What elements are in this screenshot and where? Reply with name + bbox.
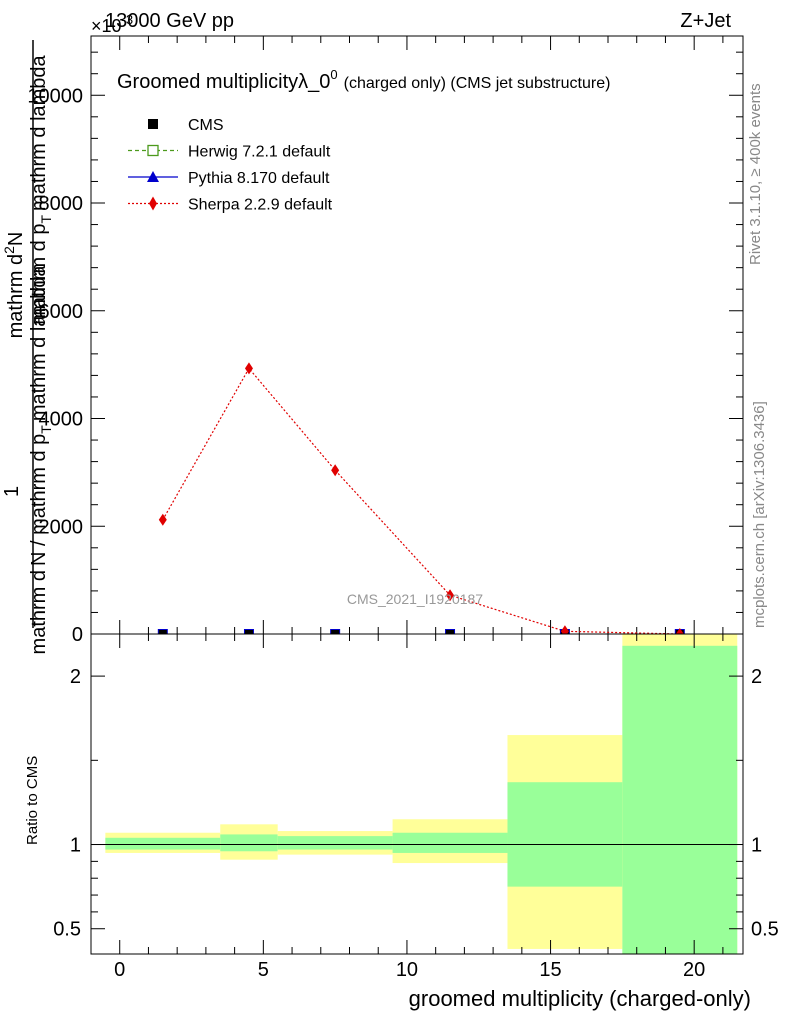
x-tick-label: 0 (114, 959, 125, 981)
cms-marker (331, 630, 340, 634)
sherpa-marker (675, 628, 684, 634)
cms-marker (244, 630, 253, 634)
legend-label: Pythia 8.170 default (188, 170, 330, 187)
legend-label: CMS (188, 117, 224, 134)
sherpa-marker (560, 625, 569, 634)
ratio-y-tick-label-right: 2 (751, 666, 762, 688)
ratio-band-green (392, 832, 508, 853)
main-y-axis-label: 1 mathrm d2N mathrm d pTmathrm d lambda … (1, 40, 54, 654)
y-tick-label: 8000 (39, 193, 84, 215)
y-label-denominator: mathrm dN / mathrm d pTmathrm d lambda (28, 265, 54, 655)
ratio-y-tick-label: 2 (70, 666, 81, 688)
mcplots-label: mcplots.cern.ch [arXiv:1306.3436] (751, 401, 768, 628)
y-label-numerator: mathrm d2N (1, 232, 27, 339)
header-collision: 13000 GeV pp (105, 10, 234, 32)
cms-marker (158, 630, 167, 634)
cms-marker (446, 630, 455, 634)
legend-label: Sherpa 2.2.9 default (188, 197, 333, 214)
sherpa-marker (331, 464, 340, 477)
y-tick-label: 0 (72, 624, 83, 646)
main-data (157, 362, 685, 634)
y-tick-label: 4000 (39, 409, 84, 431)
sherpa-marker (244, 362, 253, 375)
sherpa-marker (446, 589, 455, 602)
main-panel: 0 2000 4000 6000 8000 10000 Groomed multiplic… (1, 35, 744, 654)
ratio-panel: 0.5 0.5 1 1 2 2 0 5 10 15 20 Ratio to CMS groomed… (24, 633, 779, 1011)
x-tick-label: 15 (539, 959, 561, 981)
legend-marker-square (148, 119, 158, 129)
ratio-band-green (507, 782, 623, 887)
y-label-one: 1 (1, 486, 23, 497)
ratio-y-tick-label-right: 0.5 (751, 919, 779, 941)
ratio-y-ticks: 0.5 0.5 1 1 2 2 (53, 666, 779, 941)
legend-marker-open-square (147, 144, 159, 157)
legend-marker-triangle (147, 171, 159, 182)
x-tick-label: 20 (683, 959, 705, 981)
plot-title: Groomed multiplicityλ_00(charged only) (… (117, 67, 610, 93)
ratio-y-tick-label-right: 1 (751, 835, 762, 857)
ratio-band-green (622, 645, 738, 954)
ratio-y-tick-label: 0.5 (53, 919, 81, 941)
rivet-label: Rivet 3.1.10, ≥ 400k events (747, 83, 764, 265)
analysis-watermark: CMS_2021_I1920187 (347, 591, 483, 607)
y-tick-label: 2000 (39, 516, 84, 538)
x-tick-label: 10 (396, 959, 418, 981)
ratio-bands (105, 634, 738, 954)
ratio-band-green (277, 836, 393, 850)
main-y-ticks: 0 2000 4000 6000 8000 10000 (27, 51, 743, 646)
legend: CMS Herwig 7.2.1 default Pythia 8.170 defa… (128, 117, 333, 214)
x-tick-label: 5 (258, 959, 269, 981)
ratio-x-ticks: 0 5 10 15 20 (114, 634, 724, 981)
ratio-band-green (105, 837, 221, 850)
main-x-ticks (119, 36, 724, 634)
legend-label: Herwig 7.2.1 default (188, 144, 331, 161)
ratio-band-green (220, 834, 278, 852)
header-process: Z+Jet (680, 10, 731, 32)
y-tick-label: 6000 (39, 301, 84, 323)
sherpa-marker (158, 513, 167, 526)
x-axis-label: groomed multiplicity (charged-only) (409, 986, 751, 1011)
ratio-y-axis-label: Ratio to CMS (24, 756, 41, 845)
legend-marker-diamond (149, 196, 157, 211)
ratio-y-tick-label: 1 (70, 835, 81, 857)
exponent-label: ×10-3 (91, 12, 133, 36)
ratio-frame (90, 633, 744, 955)
y-tick-label: 10000 (27, 85, 83, 107)
sherpa-line (162, 367, 680, 634)
